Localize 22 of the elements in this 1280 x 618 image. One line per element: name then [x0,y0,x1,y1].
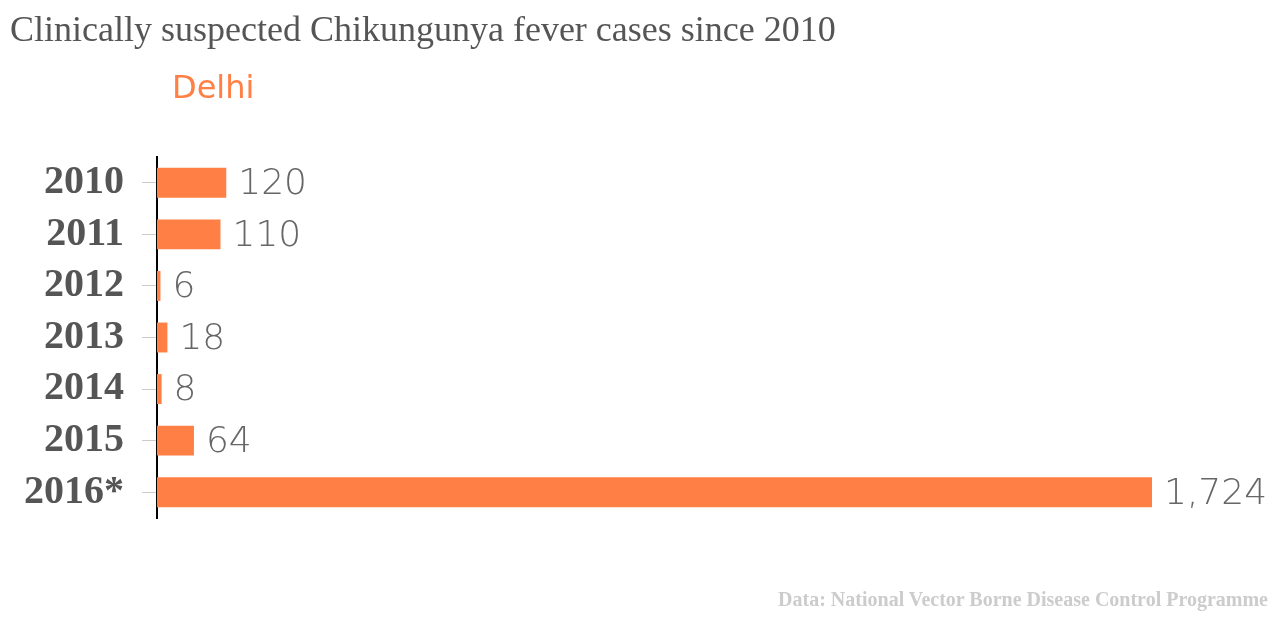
chart-title: Clinically suspected Chikungunya fever cases since 2010 [10,8,836,50]
data-label: 1,724 [1164,470,1268,512]
data-label: 18 [179,315,226,357]
y-tick-label: 2012 [44,260,124,306]
bar [157,425,194,456]
data-label: 6 [172,264,196,306]
data-label: 8 [173,367,197,409]
y-tick-label: 2013 [44,311,124,357]
y-tick-label: 2015 [44,414,124,460]
y-tick-label: 2014 [44,363,124,409]
y-tick-label: 2011 [46,208,124,254]
data-label: 120 [238,161,307,203]
y-tick-label: 2016* [24,466,124,512]
data-label: 64 [205,419,252,460]
series-label: Delhi [172,68,255,106]
bar [157,167,227,198]
bar [157,374,162,405]
data-label: 110 [232,212,302,254]
bar [157,219,221,250]
y-tick-label: 2010 [44,157,124,203]
bar [157,477,1152,508]
bar [157,322,168,353]
